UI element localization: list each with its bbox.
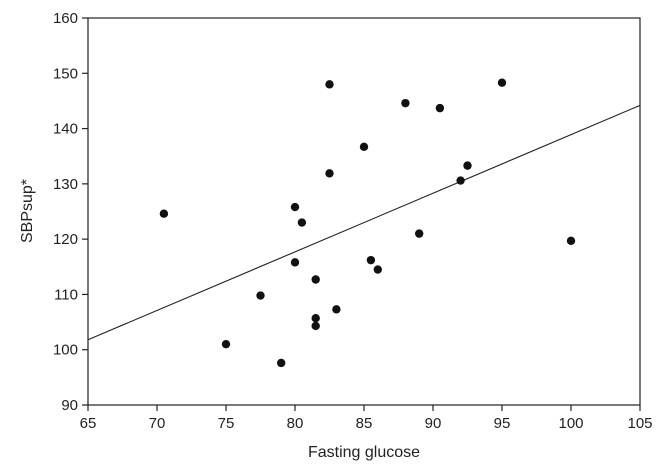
y-tick-label: 160 <box>53 10 78 27</box>
x-tick-label: 90 <box>425 415 442 432</box>
data-point <box>366 255 376 265</box>
x-tick-label: 100 <box>558 415 583 432</box>
data-point <box>332 305 341 314</box>
data-point <box>277 358 286 368</box>
regression-line <box>87 104 641 341</box>
x-tick-label: 70 <box>149 415 166 432</box>
x-axis-title: Fasting glucose <box>308 444 420 461</box>
y-tick-label: 150 <box>53 65 78 82</box>
y-tick-label: 100 <box>53 342 78 359</box>
y-axis-title: SBPsup* <box>19 179 36 243</box>
data-point <box>290 202 300 212</box>
data-point <box>359 142 369 152</box>
data-points <box>159 78 576 368</box>
data-point <box>325 169 334 178</box>
data-point <box>311 314 320 323</box>
x-tick-label: 85 <box>356 415 373 432</box>
x-tick-label: 95 <box>494 415 511 432</box>
y-tick-label: 130 <box>53 176 78 193</box>
data-point <box>311 321 320 331</box>
y-tick-label: 120 <box>53 231 78 248</box>
x-tick-label: 105 <box>627 415 652 432</box>
y-tick-label: 110 <box>54 286 78 303</box>
x-tick-label: 65 <box>80 415 97 432</box>
data-point <box>415 229 424 238</box>
plot-area <box>87 17 641 406</box>
y-axis: 90 100 110 120 130 140 150 160 <box>53 10 88 414</box>
y-tick-label: 140 <box>53 121 78 138</box>
regression-line-group <box>87 104 641 341</box>
data-point <box>373 265 382 274</box>
data-point <box>566 236 576 246</box>
data-point <box>159 209 169 218</box>
data-point <box>290 258 300 267</box>
data-point <box>221 339 231 349</box>
data-point <box>311 275 320 284</box>
x-tick-label: 75 <box>218 415 235 432</box>
data-point <box>463 161 472 170</box>
data-point <box>401 98 410 108</box>
data-point <box>325 80 334 89</box>
data-point <box>435 103 445 113</box>
data-point <box>297 218 307 227</box>
plot-frame <box>87 17 641 406</box>
data-point <box>256 291 265 300</box>
y-tick-label: 90 <box>61 397 78 414</box>
data-point <box>456 176 465 185</box>
x-tick-label: 80 <box>287 415 304 432</box>
data-point <box>497 78 507 87</box>
x-axis: 65 70 75 80 85 90 95 100 105 <box>80 405 653 432</box>
